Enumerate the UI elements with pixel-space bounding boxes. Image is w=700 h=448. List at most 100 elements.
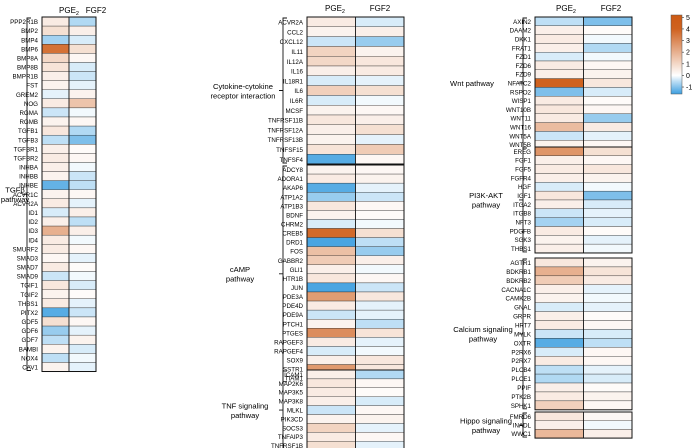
heatmap-cell bbox=[534, 122, 584, 132]
heatmap-cell bbox=[583, 25, 633, 35]
heatmap-cell bbox=[355, 346, 405, 356]
pathway-label: TNF signaling pathway bbox=[222, 401, 269, 420]
heatmap-cell bbox=[306, 291, 356, 302]
heatmap-cell bbox=[534, 78, 584, 88]
heatmap-cell bbox=[355, 182, 405, 193]
pathway-label: PI3K-AKT pathway bbox=[469, 191, 503, 210]
heatmap-cell bbox=[355, 264, 405, 275]
gene-label: TNFAIP3 bbox=[278, 434, 304, 441]
heatmap-cell bbox=[534, 131, 584, 141]
heatmap-cell bbox=[534, 113, 584, 123]
heatmap-cell bbox=[583, 356, 633, 366]
heatmap-cell bbox=[355, 328, 405, 338]
heatmap-cell bbox=[306, 309, 356, 320]
heatmap-cell bbox=[534, 96, 584, 106]
gene-label: ACVR1C bbox=[13, 192, 39, 199]
colorbar-tick-label: 1 bbox=[686, 61, 690, 68]
heatmap-cell bbox=[41, 71, 70, 81]
gene-label: PTGES bbox=[282, 330, 303, 337]
heatmap-cell bbox=[583, 302, 633, 312]
gene-label: CXCL12 bbox=[280, 39, 304, 46]
heatmap-cell bbox=[583, 122, 633, 132]
heatmap-cell bbox=[583, 320, 633, 330]
heatmap-cell bbox=[355, 65, 405, 76]
gene-label: FZD6 bbox=[516, 63, 532, 70]
heatmap-cell bbox=[68, 53, 97, 63]
heatmap-cell bbox=[306, 405, 356, 415]
heatmap-cell bbox=[68, 271, 97, 281]
heatmap-cell bbox=[534, 104, 584, 114]
column-header: FGF2 bbox=[86, 6, 107, 15]
heatmap-cell bbox=[355, 441, 405, 448]
gene-label: DRD1 bbox=[286, 240, 303, 247]
gene-label: PITX2 bbox=[21, 310, 39, 317]
pathway-label-line: pathway bbox=[226, 275, 254, 284]
gene-label: NFATC2 bbox=[508, 80, 532, 87]
heatmap-cell bbox=[534, 69, 584, 79]
colorbar-tick-label: 3 bbox=[686, 38, 690, 45]
heatmap-cell bbox=[534, 311, 584, 321]
heatmap-cell bbox=[583, 429, 633, 439]
column-header: PGE2 bbox=[556, 4, 576, 15]
heatmap-cell bbox=[41, 253, 70, 263]
heatmap-cell bbox=[355, 164, 405, 175]
heatmap-cell bbox=[355, 282, 405, 293]
heatmap-cell bbox=[306, 95, 356, 106]
heatmap-cell bbox=[41, 362, 70, 372]
heatmap-cell bbox=[306, 246, 356, 256]
heatmap-cell bbox=[68, 171, 97, 181]
heatmap-cell bbox=[41, 271, 70, 281]
heatmap-cell bbox=[41, 89, 70, 99]
heatmap-cell bbox=[355, 173, 405, 184]
heatmap-cell bbox=[306, 173, 356, 184]
gene-label: PIK3CD bbox=[281, 416, 304, 423]
heatmap-cell bbox=[355, 300, 405, 311]
gene-label: THBS1 bbox=[511, 246, 532, 253]
heatmap-cell bbox=[583, 226, 633, 236]
gene-label: SSTR1 bbox=[283, 367, 304, 374]
gene-label: FZD1 bbox=[516, 54, 532, 61]
gene-label: GABBR2 bbox=[278, 258, 304, 265]
gene-label: GDF5 bbox=[21, 319, 38, 326]
gene-label: FRAT1 bbox=[512, 45, 532, 52]
heatmap-cell bbox=[534, 243, 584, 254]
pathway-label-line: TGFβ bbox=[5, 186, 25, 195]
heatmap-cell bbox=[355, 387, 405, 397]
heatmap-cell bbox=[306, 164, 356, 175]
heatmap-cell bbox=[583, 131, 633, 141]
gene-label: FOS bbox=[290, 249, 303, 256]
pathway-label-line: Wnt pathway bbox=[450, 79, 494, 88]
pathway-label: Cytokine-cytokine receptor interaction bbox=[210, 82, 275, 101]
pathway-label-line: Hippo signaling bbox=[460, 416, 512, 425]
heatmap-cell bbox=[355, 423, 405, 433]
gene-label: TNFSF15 bbox=[276, 147, 303, 154]
gene-label: CHRM2 bbox=[281, 221, 304, 228]
heatmap-cell bbox=[534, 199, 584, 209]
gene-label: INHBA bbox=[19, 165, 39, 172]
heatmap-cell bbox=[68, 344, 97, 354]
heatmap-cell bbox=[68, 289, 97, 299]
gene-label: PPP2R1B bbox=[10, 19, 38, 26]
gene-label: IL6 bbox=[294, 88, 303, 95]
heatmap-cell bbox=[306, 124, 356, 135]
heatmap-cell bbox=[355, 291, 405, 302]
gene-label: CCL2 bbox=[287, 29, 303, 36]
gene-label: TGFB3 bbox=[18, 137, 38, 144]
heatmap-cell bbox=[583, 87, 633, 97]
heatmap-cell bbox=[355, 414, 405, 424]
gene-label: TGFB1 bbox=[18, 128, 38, 135]
heatmap-cell bbox=[534, 347, 584, 357]
heatmap-cell bbox=[306, 319, 356, 329]
heatmap-cell bbox=[68, 189, 97, 199]
gene-label: WNT5A bbox=[509, 133, 532, 140]
heatmap-cell bbox=[355, 246, 405, 256]
pathway-bracket bbox=[23, 17, 31, 371]
heatmap-cell bbox=[534, 173, 584, 183]
gene-label: ID4 bbox=[28, 237, 38, 244]
gene-label: SMAD7 bbox=[17, 265, 39, 272]
heatmap-cell bbox=[534, 293, 584, 303]
pathway-label-line: Cytokine-cytokine bbox=[213, 82, 273, 91]
heatmap-cell bbox=[68, 280, 97, 290]
heatmap-cell bbox=[534, 329, 584, 339]
heatmap-cell bbox=[68, 353, 97, 363]
